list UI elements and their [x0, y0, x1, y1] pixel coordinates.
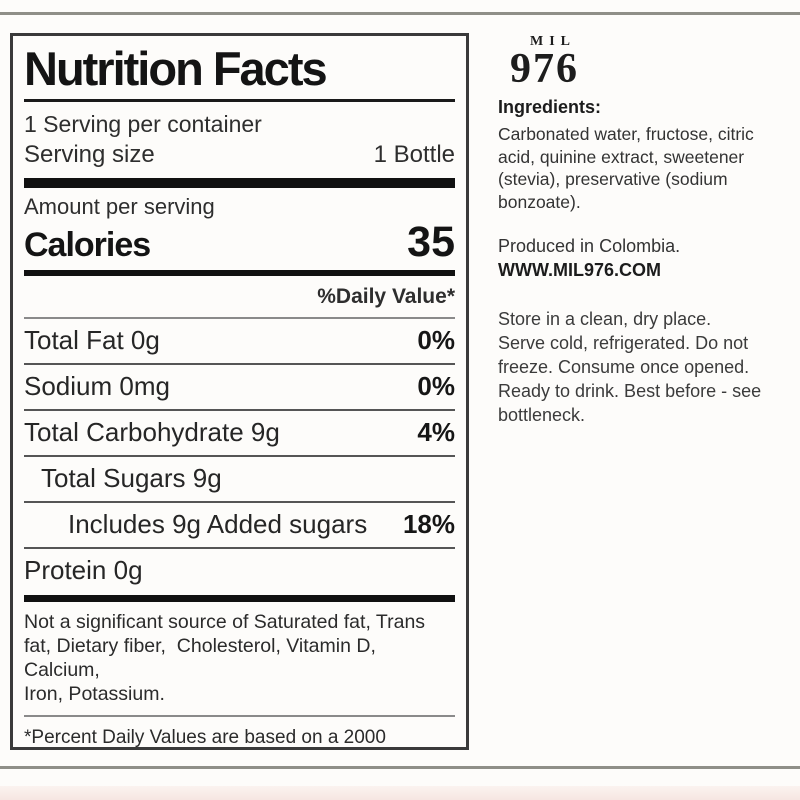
- nutrient-value: 4%: [417, 417, 455, 448]
- servings-per-container: 1 Serving per container: [24, 111, 262, 138]
- produced-in-text: Produced in Colombia.: [498, 236, 681, 256]
- amount-per-serving: Amount per serving: [24, 194, 215, 220]
- storage-instructions: Store in a clean, dry place. Serve cold,…: [498, 309, 762, 425]
- nutrient-label: Total Fat 0g: [24, 325, 160, 356]
- nutrient-label: Total Carbohydrate 9g: [24, 417, 280, 448]
- nutrient-label: Includes 9g Added sugars: [68, 509, 368, 540]
- calories-row: Calories 35: [24, 218, 455, 267]
- thick-separator-bar: [24, 595, 455, 603]
- brand-logo: MIL 976: [510, 34, 579, 90]
- daily-value-header: %Daily Value*: [317, 285, 455, 309]
- row-divider: [24, 455, 455, 458]
- serving-size-value: 1 Bottle: [373, 141, 455, 169]
- nutrient-label: Total Sugars 9g: [41, 463, 222, 494]
- top-divider-rule: [0, 12, 800, 15]
- brand-name-mil: MIL: [530, 34, 576, 49]
- medium-separator-bar: [24, 270, 455, 277]
- nutrient-row-total-carbohydrate: Total Carbohydrate 9g 4%: [24, 411, 455, 455]
- ingredients-heading: Ingredients:: [498, 97, 602, 117]
- daily-value-footnote: *Percent Daily Values are based on a 200…: [24, 727, 386, 749]
- title-rule: [24, 99, 455, 103]
- nutrient-value: 0%: [417, 371, 455, 402]
- nutrient-row-total-sugars: Total Sugars 9g: [24, 457, 455, 501]
- serving-size-label: Serving size: [24, 141, 155, 169]
- nutrient-row-total-fat: Total Fat 0g 0%: [24, 319, 455, 363]
- bottom-accent-strip: [0, 786, 800, 800]
- thick-separator-bar: [24, 178, 455, 189]
- serving-size-row: Serving size 1 Bottle: [24, 141, 455, 169]
- row-divider: [24, 317, 455, 320]
- nutrient-value: 18%: [402, 509, 455, 540]
- row-divider: [24, 363, 455, 366]
- nutrient-value: 0%: [417, 325, 455, 356]
- nutrient-label: Protein 0g: [24, 555, 143, 586]
- nutrient-label: Sodium 0mg: [24, 371, 170, 402]
- nutrition-facts-panel: Nutrition Facts 1 Serving per container …: [10, 33, 469, 750]
- row-divider: [24, 409, 455, 412]
- website-url: WWW.MIL976.COM: [498, 260, 661, 280]
- nutrient-row-protein: Protein 0g: [24, 549, 455, 593]
- nutrient-row-added-sugars: Includes 9g Added sugars 18%: [24, 503, 455, 547]
- ingredients-text: Carbonated water, fructose, citric acid,…: [498, 124, 754, 212]
- calories-label: Calories: [24, 226, 151, 265]
- nutrient-row-sodium: Sodium 0mg 0%: [24, 365, 455, 409]
- bottom-divider-rule: [0, 766, 800, 769]
- calories-value: 35: [407, 218, 455, 267]
- nutrition-facts-title: Nutrition Facts: [24, 42, 328, 95]
- not-significant-note: Not a significant source of Saturated fa…: [24, 611, 426, 706]
- row-divider: [24, 501, 455, 504]
- brand-name-976: 976: [510, 46, 579, 92]
- row-divider: [24, 715, 455, 718]
- row-divider: [24, 547, 455, 550]
